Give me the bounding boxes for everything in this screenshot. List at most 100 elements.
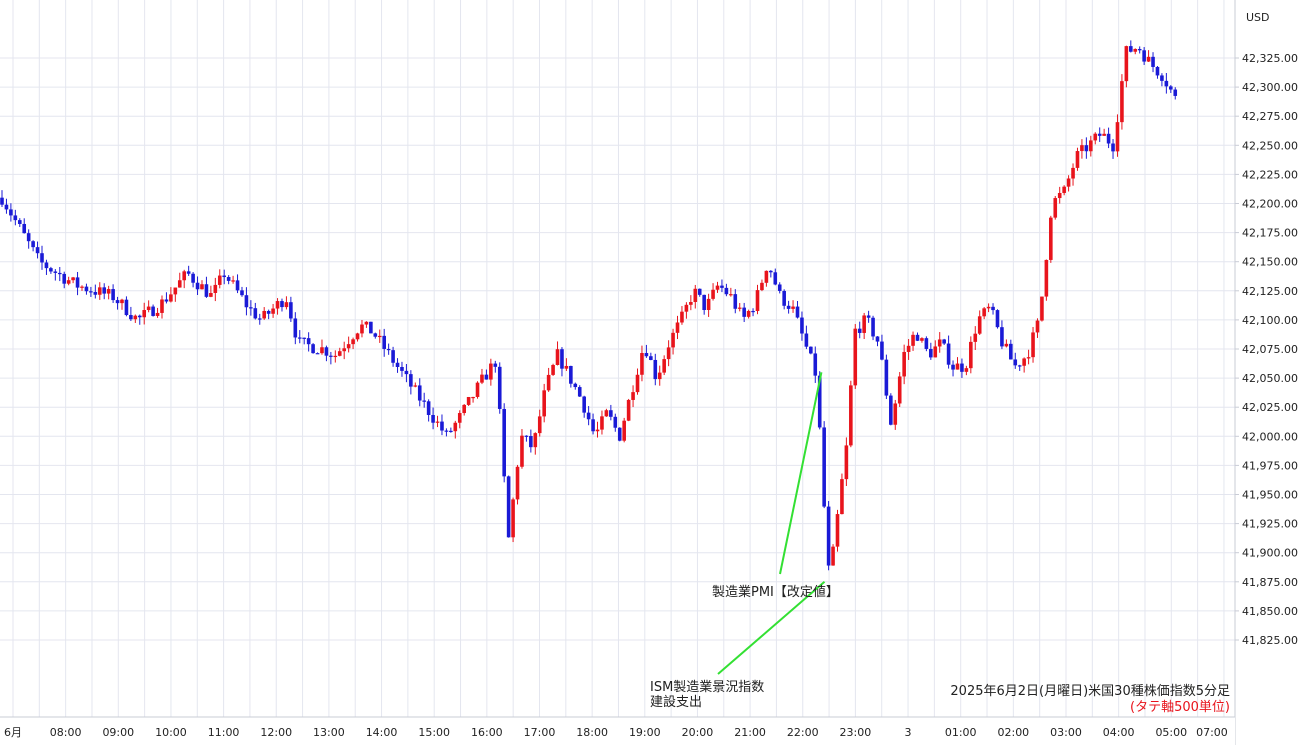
candle-body	[275, 301, 280, 309]
candle-body	[1133, 48, 1138, 52]
candle-body	[62, 273, 67, 284]
candle-body	[311, 344, 315, 354]
candle-body	[329, 355, 333, 357]
y-tick-label: 42,225.00	[1242, 168, 1298, 181]
candle-body	[435, 421, 440, 423]
candle-body	[315, 353, 320, 355]
candle-body	[80, 286, 84, 288]
candle-body	[662, 359, 666, 373]
candle-body	[453, 422, 458, 432]
candle-body	[186, 271, 191, 274]
candle-body	[711, 289, 715, 299]
candle-body	[737, 307, 742, 309]
candle-body	[111, 289, 115, 301]
candle-body	[1013, 359, 1018, 366]
candle-body	[520, 435, 524, 467]
x-tick-label: 07:00	[1196, 726, 1228, 739]
candle-body	[635, 374, 640, 393]
y-tick-label: 42,000.00	[1242, 430, 1298, 443]
candle-body	[1062, 186, 1066, 193]
y-tick-label: 42,150.00	[1242, 256, 1298, 269]
candle-body	[666, 347, 671, 360]
candle-body	[702, 294, 706, 310]
candle-body	[320, 347, 324, 354]
y-tick-label: 42,025.00	[1242, 401, 1298, 414]
candle-body	[93, 291, 98, 295]
candle-body	[97, 287, 102, 295]
x-tick-label: 08:00	[50, 726, 82, 739]
candle-body	[324, 347, 329, 356]
candle-body	[137, 315, 142, 318]
candle-body	[1142, 50, 1146, 62]
candle-body	[155, 312, 160, 316]
candle-body	[1146, 56, 1151, 62]
candle-body	[342, 348, 346, 352]
candle-body	[902, 351, 906, 377]
candle-body	[515, 466, 520, 500]
candle-body	[413, 385, 418, 387]
candle-body	[511, 499, 515, 538]
candle-body	[715, 285, 720, 290]
candle-body	[489, 363, 493, 380]
candle-body	[422, 400, 426, 402]
annotation-line-pmi	[779, 372, 823, 575]
candle-body	[204, 284, 209, 297]
x-tick-label: 19:00	[629, 726, 661, 739]
y-tick-label: 42,325.00	[1242, 52, 1298, 65]
candle-body	[386, 348, 391, 351]
candle-body	[649, 356, 653, 360]
candle-body	[284, 302, 289, 308]
candle-body	[1120, 81, 1124, 123]
candle-body	[866, 315, 871, 318]
x-tick-label: 11:00	[208, 726, 240, 739]
candle-body	[31, 241, 35, 248]
candle-body	[1004, 343, 1009, 347]
candle-body	[493, 363, 498, 367]
candle-body	[582, 396, 586, 413]
x-tick-label: 23:00	[840, 726, 872, 739]
candle-body	[555, 349, 560, 365]
candle-body	[782, 290, 786, 306]
candle-body	[133, 315, 138, 320]
candle-body	[600, 416, 604, 430]
candle-body	[729, 294, 733, 296]
candle-body	[240, 290, 244, 296]
candle-body	[626, 399, 631, 421]
candle-body	[675, 322, 680, 333]
candle-body	[417, 385, 422, 401]
candle-body	[1115, 122, 1120, 152]
x-tick-label: 15:00	[418, 726, 450, 739]
candle-body	[169, 294, 173, 302]
candle-body	[115, 300, 120, 304]
candle-body	[1022, 358, 1026, 366]
candle-body	[786, 305, 791, 309]
candle-body	[1137, 48, 1142, 51]
candle-body	[955, 363, 960, 370]
x-tick-label: 20:00	[682, 726, 714, 739]
candle-body	[1129, 46, 1133, 52]
candle-body	[17, 220, 22, 224]
y-tick-label: 42,125.00	[1242, 285, 1298, 298]
candle-body	[1017, 365, 1022, 367]
candle-body	[502, 408, 506, 477]
x-tick-label: 02:00	[997, 726, 1029, 739]
x-tick-label: 16:00	[471, 726, 503, 739]
candle-body	[120, 299, 124, 304]
y-tick-label: 41,825.00	[1242, 634, 1298, 647]
y-tick-label: 41,900.00	[1242, 547, 1298, 560]
candle-body	[564, 365, 569, 369]
candle-body	[800, 317, 804, 334]
candle-body	[71, 277, 75, 281]
x-tick-label: 03:00	[1050, 726, 1082, 739]
y-tick-label: 42,200.00	[1242, 198, 1298, 211]
candle-body	[484, 374, 489, 380]
candle-body	[982, 308, 986, 317]
candle-body	[720, 285, 724, 288]
candle-body	[217, 275, 222, 285]
candle-body	[235, 280, 240, 291]
chart-caption: 2025年6月2日(月曜日)米国30種株価指数5分足	[950, 683, 1230, 699]
candle-body	[129, 315, 133, 320]
candle-body	[937, 339, 942, 347]
